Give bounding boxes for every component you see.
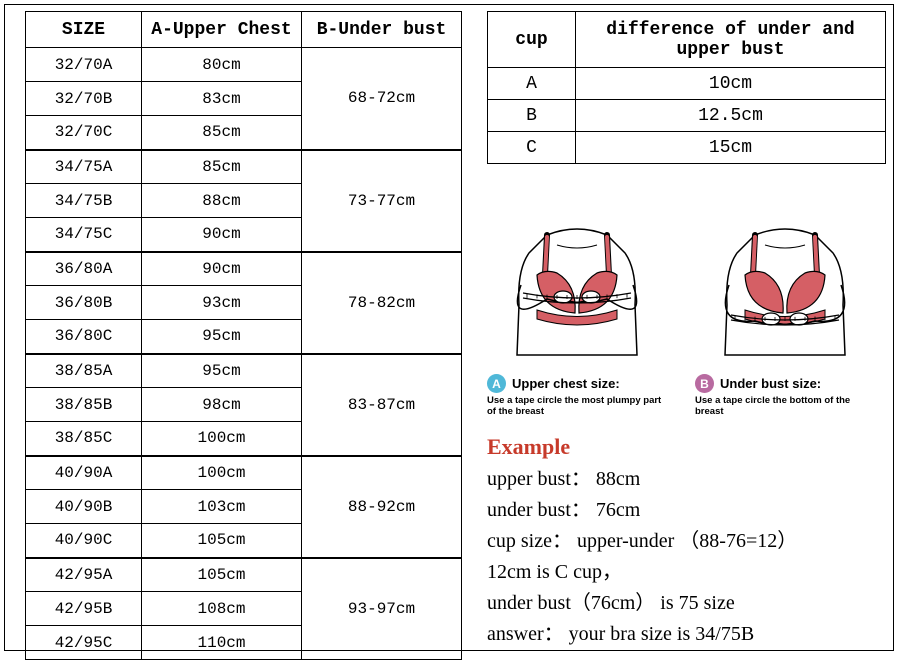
cell-difference: 12.5cm <box>576 100 886 132</box>
example-line: 12cm is C cup， <box>487 557 797 588</box>
page-frame: SIZE A-Upper Chest B-Under bust 32/70A80… <box>4 4 894 651</box>
header-under-bust: B-Under bust <box>302 12 462 48</box>
badge-a-icon: A <box>487 374 506 393</box>
cell-under-bust: 73-77cm <box>302 150 462 252</box>
header-difference: difference of under and upper bust <box>576 12 886 68</box>
header-cup: cup <box>488 12 576 68</box>
cell-size: 32/70C <box>26 116 142 150</box>
table-row: 32/70A80cm68-72cm <box>26 48 462 82</box>
cell-size: 34/75A <box>26 150 142 184</box>
cell-upper-chest: 85cm <box>142 116 302 150</box>
cell-size: 36/80B <box>26 286 142 320</box>
header-upper-chest: A-Upper Chest <box>142 12 302 48</box>
cell-upper-chest: 85cm <box>142 150 302 184</box>
example-line: upper bust： 88cm <box>487 464 797 495</box>
cell-upper-chest: 100cm <box>142 422 302 456</box>
cup-table-header-row: cup difference of under and upper bust <box>488 12 886 68</box>
cell-upper-chest: 90cm <box>142 218 302 252</box>
cell-size: 40/90C <box>26 524 142 558</box>
table-row: 42/95A105cm93-97cm <box>26 558 462 592</box>
cell-cup: A <box>488 68 576 100</box>
header-size: SIZE <box>26 12 142 48</box>
cell-size: 32/70B <box>26 82 142 116</box>
badge-b-icon: B <box>695 374 714 393</box>
table-row: 38/85A95cm83-87cm <box>26 354 462 388</box>
table-row: C15cm <box>488 132 886 164</box>
example-line: under bust（76cm） is 75 size <box>487 588 797 619</box>
example-heading: Example <box>487 430 797 464</box>
cell-size: 40/90A <box>26 456 142 490</box>
cell-size: 34/75C <box>26 218 142 252</box>
illustration-b: B Under bust size: Use a tape circle the… <box>695 215 875 417</box>
cell-upper-chest: 100cm <box>142 456 302 490</box>
example-line: under bust： 76cm <box>487 495 797 526</box>
cell-upper-chest: 103cm <box>142 490 302 524</box>
table-row: 40/90A100cm88-92cm <box>26 456 462 490</box>
illustration-b-subtitle: Use a tape circle the bottom of the brea… <box>695 395 875 417</box>
cell-under-bust: 88-92cm <box>302 456 462 558</box>
table-row: A10cm <box>488 68 886 100</box>
cell-upper-chest: 88cm <box>142 184 302 218</box>
cell-upper-chest: 98cm <box>142 388 302 422</box>
cell-size: 42/95C <box>26 626 142 660</box>
cell-size: 40/90B <box>26 490 142 524</box>
size-table-header-row: SIZE A-Upper Chest B-Under bust <box>26 12 462 48</box>
upper-chest-diagram-icon <box>487 215 667 365</box>
table-row: B12.5cm <box>488 100 886 132</box>
example-block: Example upper bust： 88cmunder bust： 76cm… <box>487 430 797 650</box>
cell-size: 42/95A <box>26 558 142 592</box>
cell-difference: 10cm <box>576 68 886 100</box>
cell-upper-chest: 110cm <box>142 626 302 660</box>
cup-table: cup difference of under and upper bust A… <box>487 11 886 164</box>
example-line: cup size： upper-under （88-76=12） <box>487 526 797 557</box>
cell-size: 38/85B <box>26 388 142 422</box>
table-row: 34/75A85cm73-77cm <box>26 150 462 184</box>
illustration-b-title: Under bust size: <box>720 376 821 391</box>
example-line: answer： your bra size is 34/75B <box>487 619 797 650</box>
cell-upper-chest: 95cm <box>142 320 302 354</box>
cell-size: 38/85C <box>26 422 142 456</box>
illustration-a-subtitle: Use a tape circle the most plumpy part o… <box>487 395 667 417</box>
cell-upper-chest: 108cm <box>142 592 302 626</box>
cell-upper-chest: 80cm <box>142 48 302 82</box>
cell-under-bust: 68-72cm <box>302 48 462 150</box>
cell-size: 36/80A <box>26 252 142 286</box>
cell-upper-chest: 93cm <box>142 286 302 320</box>
cell-size: 34/75B <box>26 184 142 218</box>
table-row: 36/80A90cm78-82cm <box>26 252 462 286</box>
cell-under-bust: 93-97cm <box>302 558 462 660</box>
cell-size: 32/70A <box>26 48 142 82</box>
cell-upper-chest: 90cm <box>142 252 302 286</box>
under-bust-diagram-icon <box>695 215 875 365</box>
cell-upper-chest: 83cm <box>142 82 302 116</box>
cell-size: 36/80C <box>26 320 142 354</box>
cell-difference: 15cm <box>576 132 886 164</box>
cell-cup: B <box>488 100 576 132</box>
cell-upper-chest: 95cm <box>142 354 302 388</box>
cell-upper-chest: 105cm <box>142 524 302 558</box>
cell-under-bust: 78-82cm <box>302 252 462 354</box>
cell-size: 38/85A <box>26 354 142 388</box>
size-table: SIZE A-Upper Chest B-Under bust 32/70A80… <box>25 11 462 660</box>
cell-under-bust: 83-87cm <box>302 354 462 456</box>
illustrations-row: A Upper chest size: Use a tape circle th… <box>487 215 887 417</box>
illustration-a-title: Upper chest size: <box>512 376 620 391</box>
cell-upper-chest: 105cm <box>142 558 302 592</box>
cell-size: 42/95B <box>26 592 142 626</box>
illustration-a: A Upper chest size: Use a tape circle th… <box>487 215 667 417</box>
cell-cup: C <box>488 132 576 164</box>
